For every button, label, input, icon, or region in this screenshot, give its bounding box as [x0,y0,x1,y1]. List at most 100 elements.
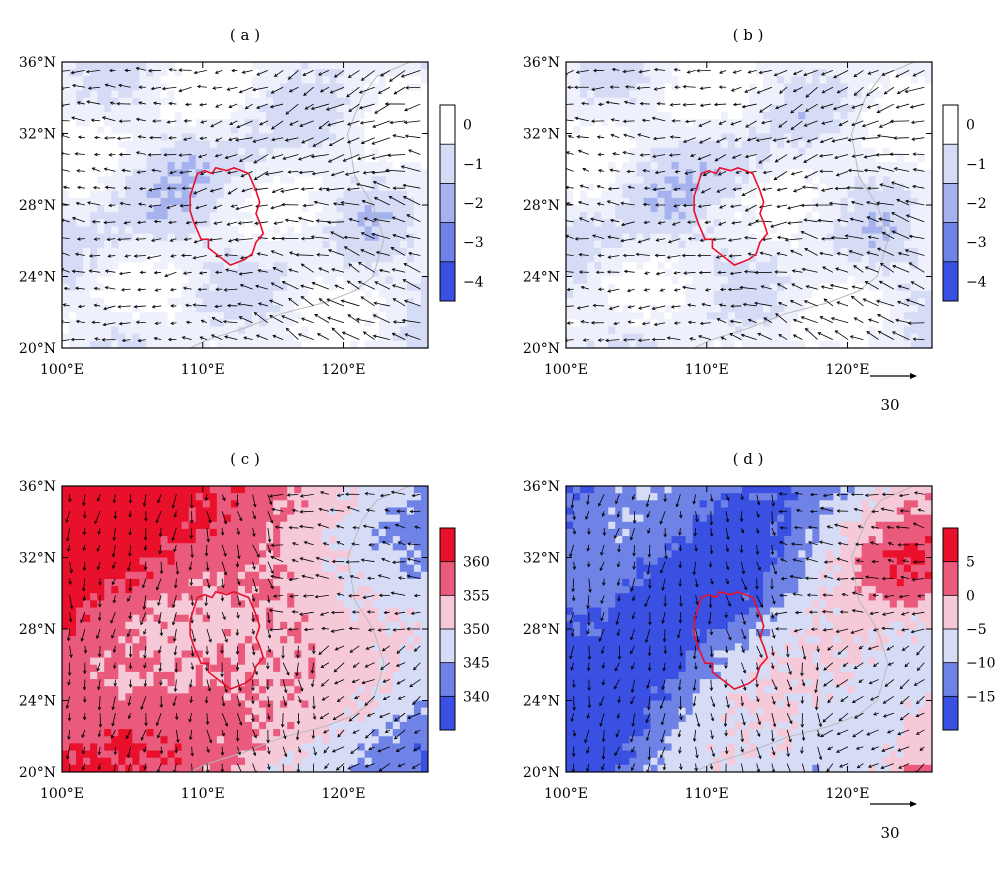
heatmap-cell [392,104,401,113]
heatmap-cell [104,190,112,199]
heatmap-cell [664,305,673,313]
heatmap-cell [139,69,148,77]
heatmap-cell [770,133,778,142]
wind-vector [281,187,299,193]
heatmap-cell [763,319,771,328]
heatmap-cell [364,212,373,220]
heatmap-cell [181,290,190,299]
heatmap-cell [69,212,77,220]
heatmap-cell [252,226,260,235]
heatmap-cell [223,319,232,328]
wind-vector [215,103,223,108]
heatmap-cell [734,319,743,328]
heatmap-cell [622,205,630,213]
heatmap-cell [882,183,891,192]
heatmap-cell [685,76,694,85]
heatmap-cell [805,190,813,199]
heatmap-cell [805,269,813,278]
heatmap-cell [756,140,764,149]
heatmap-cell [223,333,232,342]
heatmap-cell [882,90,891,99]
heatmap-cell [699,305,708,313]
heatmap-cell [615,97,623,106]
wind-vector [153,102,162,105]
heatmap-cell [657,333,666,342]
heatmap-cell [167,162,176,170]
heatmap-cell [917,69,926,77]
heatmap-cell [378,319,387,328]
wind-vector [380,70,391,77]
heatmap-cell [294,62,302,70]
heatmap-cell [805,76,813,85]
heatmap-cell [601,247,609,256]
heatmap-cell [378,162,387,170]
heatmap-cell [805,333,813,342]
heatmap-cell [259,297,267,306]
wind-vector [344,246,360,256]
heatmap-cell [259,197,267,206]
wind-vector [318,267,330,273]
heatmap-cell [336,183,345,192]
heatmap-cell [181,219,190,228]
heatmap-cell [699,255,708,263]
heatmap-cell [329,126,338,135]
heatmap-cell [826,69,835,77]
heatmap-cell [406,176,415,185]
wind-vector [775,154,788,163]
heatmap-cell [280,69,288,77]
heatmap-cell [350,240,359,249]
wind-vector [592,234,605,240]
heatmap-cell [301,190,309,199]
heatmap-cell [83,176,91,185]
wind-vector [136,321,146,324]
heatmap-cell [216,240,225,249]
heatmap-cell [727,104,736,113]
wind-vector [149,187,162,191]
heatmap-cell [209,319,218,328]
heatmap-cell [784,83,792,92]
heatmap-cell [104,176,112,185]
heatmap-cell [343,162,352,170]
heatmap-cell [90,276,98,285]
heatmap-cell [791,297,799,306]
heatmap-cell [826,240,835,249]
heatmap-cell [573,112,581,120]
heatmap-cell [615,119,623,127]
heatmap-cell [301,283,309,292]
heatmap-cell [573,312,581,320]
heatmap-cell [146,233,155,242]
wind-vector [282,281,299,290]
wind-vector [687,70,696,73]
wind-vector [774,70,788,76]
wind-vector [720,288,727,291]
heatmap-cell [903,326,912,335]
heatmap-cell [280,133,288,142]
wind-vector [898,252,910,256]
heatmap-cell [167,69,176,77]
heatmap-cell [230,119,239,127]
heatmap-cell [357,154,366,163]
heatmap-cell [308,83,316,92]
heatmap-cell [763,269,771,278]
heatmap-cell [273,226,281,235]
heatmap-cell [650,147,659,156]
heatmap-cell [230,333,239,342]
heatmap-cell [174,147,183,156]
heatmap-cell [784,240,792,249]
heatmap-cell [216,76,225,85]
heatmap-cell [798,212,806,220]
heatmap-cell [573,233,581,242]
heatmap-cell [629,97,637,106]
heatmap-cell [357,112,366,120]
heatmap-cell [720,290,729,299]
heatmap-cell [273,90,281,99]
heatmap-cell [636,262,645,270]
heatmap-cell [259,97,267,106]
heatmap-cell [160,305,169,313]
heatmap-cell [62,255,70,263]
wind-vector [728,238,742,241]
heatmap-cell [420,197,428,206]
heatmap-cell [805,340,813,348]
heatmap-cell [615,190,623,199]
heatmap-cell [594,62,602,70]
